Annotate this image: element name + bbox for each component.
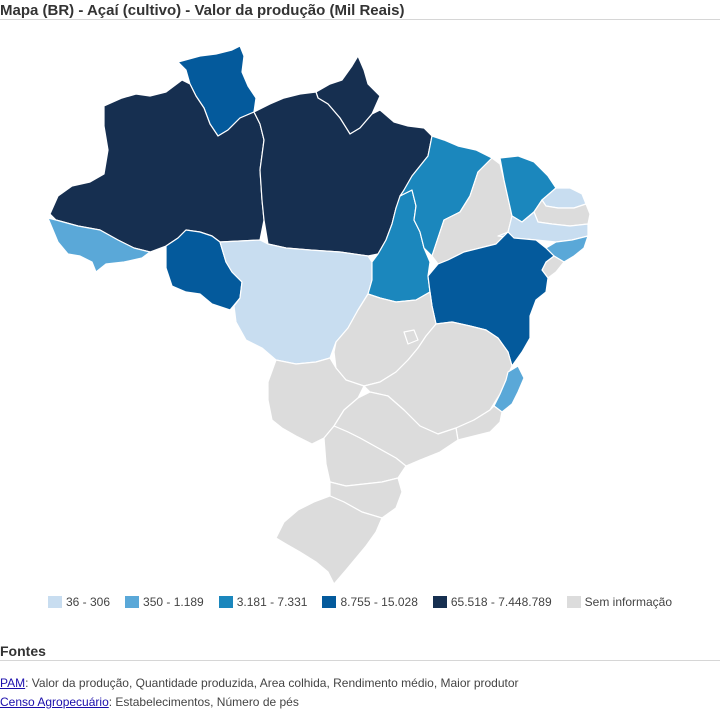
map-title: Mapa (BR) - Açaí (cultivo) - Valor da pr… <box>0 2 405 19</box>
source-description: : Estabelecimentos, Número de pés <box>108 695 299 709</box>
legend-item[interactable]: 350 - 1.189 <box>125 595 204 609</box>
region-acre[interactable] <box>47 217 151 273</box>
region-distrito-federal[interactable] <box>403 329 419 345</box>
source-item-pam: PAM: Valor da produção, Quantidade produ… <box>0 676 519 690</box>
legend-swatch <box>125 596 140 608</box>
legend-label: Sem informação <box>584 595 673 609</box>
sources-divider <box>0 660 720 661</box>
legend-swatch <box>47 596 62 608</box>
source-item-censo: Censo Agropecuário: Estabelecimentos, Nú… <box>0 695 299 709</box>
legend-swatch <box>432 596 447 608</box>
sources-heading: Fontes <box>0 643 46 659</box>
region-rio-de-janeiro[interactable] <box>455 405 503 441</box>
brazil-map <box>0 20 720 590</box>
source-link-censo[interactable]: Censo Agropecuário <box>0 695 109 709</box>
map-legend: 36 - 306 350 - 1.189 3.181 - 7.331 8.755… <box>0 595 720 609</box>
legend-item[interactable]: 65.518 - 7.448.789 <box>432 595 552 609</box>
source-link-pam[interactable]: PAM <box>0 676 26 690</box>
legend-item[interactable]: 36 - 306 <box>47 595 111 609</box>
legend-label: 8.755 - 15.028 <box>340 595 418 609</box>
legend-item[interactable]: 8.755 - 15.028 <box>322 595 418 609</box>
legend-swatch <box>218 596 233 608</box>
legend-swatch <box>566 596 581 608</box>
legend-label: 36 - 306 <box>65 595 111 609</box>
legend-label: 65.518 - 7.448.789 <box>450 595 552 609</box>
region-mato-grosso[interactable] <box>219 239 373 365</box>
region-rio-grande-do-sul[interactable] <box>275 495 383 585</box>
legend-item[interactable]: 3.181 - 7.331 <box>218 595 308 609</box>
legend-label: 350 - 1.189 <box>143 595 204 609</box>
source-description: : Valor da produção, Quantidade produzid… <box>25 676 519 690</box>
legend-item[interactable]: Sem informação <box>566 595 673 609</box>
legend-swatch <box>322 596 337 608</box>
region-espirito-santo[interactable] <box>493 365 525 413</box>
title-divider <box>0 19 720 20</box>
legend-label: 3.181 - 7.331 <box>236 595 308 609</box>
